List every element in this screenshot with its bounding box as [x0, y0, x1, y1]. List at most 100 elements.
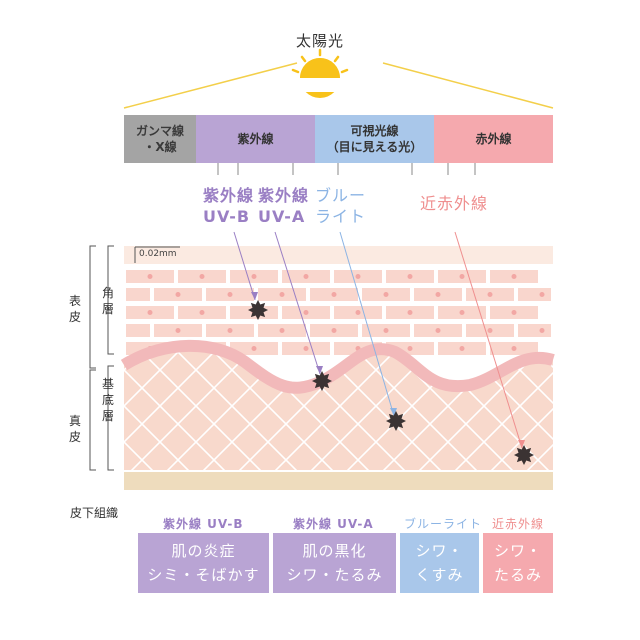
cell-nucleus	[279, 292, 285, 297]
bluelight-ray-arrowhead	[390, 408, 397, 416]
cell-nucleus	[487, 292, 493, 297]
label-stratum-corneum: 角層	[101, 285, 115, 317]
cell-nucleus	[459, 274, 465, 279]
cell-nucleus	[303, 310, 309, 315]
cell-nucleus	[175, 292, 181, 297]
effect-blue-line1: シワ・	[415, 542, 464, 560]
effect-box-uva: 肌の黒化 シワ・たるみ	[273, 533, 396, 593]
label-dermis-text: 真皮	[68, 414, 81, 444]
cell-nucleus	[331, 292, 337, 297]
band-visible-line1: 可視光線	[350, 124, 399, 138]
cell-nucleus	[539, 328, 545, 333]
ray-label-nir: 近赤外線	[420, 193, 488, 214]
effect-box-bluelight: シワ・ くすみ	[400, 533, 479, 593]
cell-nucleus	[147, 310, 153, 315]
bluelight-ray-line	[339, 231, 395, 417]
ray-uvb-line2: UV-B	[203, 207, 251, 226]
effect-uva-line2: シワ・たるみ	[286, 566, 383, 584]
cell-nucleus	[279, 328, 285, 333]
corneum-cell	[518, 324, 551, 337]
ray-label-bluelight: ブルー ライト	[315, 185, 366, 227]
label-basal-text: 基底層	[101, 377, 114, 423]
label-epidermis: 表皮	[68, 293, 82, 325]
uvb-ray-line	[233, 231, 256, 301]
cell-nucleus	[511, 310, 517, 315]
cell-nucleus	[331, 328, 337, 333]
effect-uvb-line2: シミ・そばかす	[147, 566, 260, 584]
effect-uva-line1: 肌の黒化	[302, 542, 367, 560]
corneum-cell	[126, 288, 150, 301]
band-visible-line2: （目に見える光）	[326, 140, 423, 154]
cell-nucleus	[199, 310, 205, 315]
effect-nir-line2: たるみ	[493, 566, 542, 584]
band-gamma-line2: ・X線	[143, 140, 177, 154]
ray-blue-line1: ブルー	[315, 186, 367, 205]
effect-box-nir: シワ・ たるみ	[483, 533, 553, 593]
basal-layer-wave	[120, 339, 555, 394]
band-visible-light: 可視光線 （目に見える光）	[315, 115, 434, 163]
cell-nucleus	[407, 310, 413, 315]
surface-layer	[124, 246, 553, 264]
band-uv-label: 紫外線	[237, 132, 274, 146]
damage-spots	[248, 300, 534, 465]
sun-fan-left-line	[123, 62, 298, 109]
cell-nucleus	[383, 292, 389, 297]
effect-category-bluelight: ブルーライト	[404, 517, 483, 531]
cell-nucleus	[251, 346, 257, 351]
cell-nucleus	[539, 292, 545, 297]
uvb-ray-arrowhead	[251, 292, 258, 300]
label-corneum-text: 角層	[101, 286, 114, 316]
nir-ray-arrowhead	[518, 440, 525, 448]
sun-icon	[291, 48, 349, 98]
band-gamma-line1: ガンマ線	[135, 124, 184, 138]
band-infrared: 赤外線	[434, 115, 553, 163]
ray-uva-line1: 紫外線	[258, 186, 310, 205]
cell-nucleus	[511, 274, 517, 279]
cell-nucleus	[435, 328, 441, 333]
effect-category-uva: 紫外線 UV-A	[293, 517, 374, 531]
label-subcutaneous: 皮下組織	[70, 506, 119, 520]
cell-nucleus	[175, 328, 181, 333]
corneum-cell	[518, 288, 551, 301]
subcutaneous-layer	[124, 472, 553, 490]
layer-brackets	[89, 245, 114, 471]
band-gamma-xray: ガンマ線 ・X線	[124, 115, 196, 163]
cell-nucleus	[487, 328, 493, 333]
uva-ray-arrowhead	[316, 366, 323, 374]
cell-nucleus	[511, 346, 517, 351]
ray-uvb-line1: 紫外線	[203, 186, 255, 205]
nir-ray-line	[454, 231, 523, 449]
effect-category-uvb: 紫外線 UV-B	[163, 517, 244, 531]
effect-uvb-line1: 肌の炎症	[171, 542, 236, 560]
cell-nucleus	[355, 310, 361, 315]
scale-label: 0.02mm	[139, 249, 177, 259]
effect-nir-line1: シワ・	[493, 542, 542, 560]
corneum-cell	[126, 324, 150, 337]
damage-spot-icon	[312, 371, 332, 391]
ray-blue-line2: ライト	[315, 207, 367, 226]
damage-spot-icon	[514, 445, 534, 465]
ray-nir-line1: 近赤外線	[420, 194, 489, 213]
cell-nucleus	[227, 328, 233, 333]
cell-nucleus	[227, 292, 233, 297]
effect-box-uvb: 肌の炎症 シミ・そばかす	[138, 533, 269, 593]
cell-nucleus	[459, 346, 465, 351]
cell-nucleus	[303, 346, 309, 351]
ray-label-uvb: 紫外線 UV-B	[203, 185, 254, 227]
label-basal-layer: 基底層	[101, 376, 115, 424]
cell-nucleus	[407, 274, 413, 279]
cell-nucleus	[435, 292, 441, 297]
label-dermis: 真皮	[68, 413, 82, 445]
cell-nucleus	[355, 274, 361, 279]
uva-ray-line	[274, 231, 321, 375]
cell-nucleus	[459, 310, 465, 315]
damage-spot-icon	[248, 300, 268, 320]
cell-nucleus	[147, 274, 153, 279]
band-ticks	[217, 163, 476, 175]
sunlight-title: 太陽光	[295, 32, 344, 50]
cell-nucleus	[251, 274, 257, 279]
band-ultraviolet: 紫外線	[196, 115, 315, 163]
sun-fan-right-line	[382, 62, 554, 109]
label-epidermis-text: 表皮	[68, 294, 81, 324]
